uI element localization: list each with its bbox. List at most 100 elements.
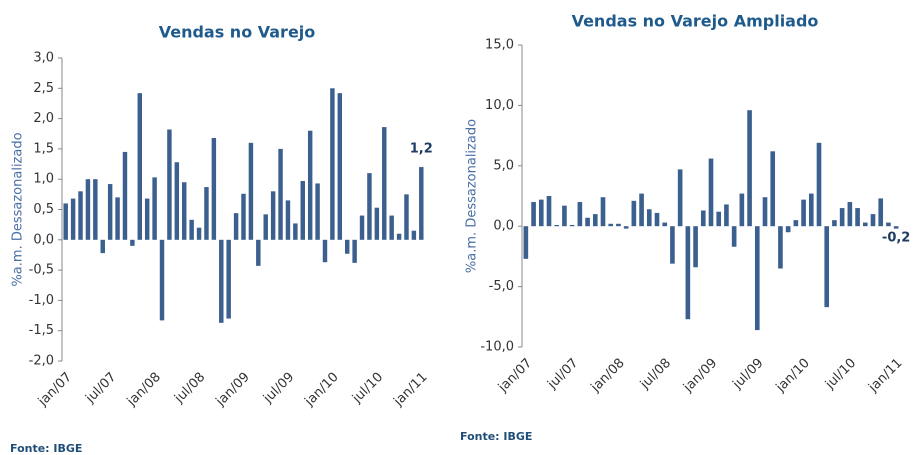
x-tick-label: jul/09 (260, 370, 297, 407)
x-tick-label: jul/07 (544, 356, 581, 393)
source: Fonte: IBGE (10, 442, 82, 455)
bar (724, 204, 729, 227)
bar (419, 167, 424, 240)
bar (531, 202, 536, 227)
y-tick-label: 1,5 (33, 141, 54, 156)
bar (600, 197, 606, 227)
x-tick-label: jul/10 (822, 356, 859, 393)
bar (137, 93, 143, 240)
bar (352, 239, 357, 263)
x-tick-label: jan/09 (680, 356, 720, 396)
bar (585, 217, 590, 227)
bar (159, 239, 165, 321)
bar (793, 220, 799, 227)
bar (816, 142, 822, 227)
x-tick-label: jan/11 (390, 370, 430, 410)
bar (330, 88, 335, 240)
bar (344, 239, 350, 254)
bar (670, 226, 675, 264)
bar (739, 193, 745, 227)
bar (546, 196, 552, 227)
y-tick-label: -10,0 (480, 340, 514, 355)
bar (569, 224, 575, 227)
bar (616, 223, 621, 227)
bar (754, 226, 760, 331)
bar (770, 151, 776, 227)
bar (93, 179, 98, 240)
bar (801, 199, 806, 227)
y-tick-label: -1,0 (29, 293, 54, 308)
x-tick-label: jul/09 (730, 356, 767, 393)
bar (337, 93, 343, 240)
y-tick-label: 0,5 (33, 202, 54, 217)
bar (182, 182, 187, 240)
bar (839, 208, 845, 227)
bar (862, 222, 868, 227)
bar (731, 226, 737, 247)
bar (886, 222, 891, 227)
y-tick-label: 1,0 (33, 172, 54, 187)
x-tick-label: jan/11 (865, 356, 905, 396)
chart-title: Vendas no Varejo Ampliado (572, 12, 819, 31)
bar (708, 158, 714, 227)
bar (716, 211, 722, 227)
bar (389, 215, 394, 240)
bar (654, 212, 660, 227)
bar (359, 215, 365, 240)
bar (396, 233, 402, 240)
bar (233, 213, 239, 240)
data-label: 1,2 (410, 142, 433, 157)
bar (824, 226, 830, 308)
bar (562, 205, 567, 227)
bar (315, 183, 320, 240)
bar (623, 226, 629, 229)
bar (785, 226, 791, 233)
bar (85, 179, 91, 240)
bar (662, 222, 668, 227)
bar (608, 223, 614, 227)
bar (219, 239, 224, 323)
y-axis-label: %a.m. Dessazonalizado (465, 119, 480, 273)
bar (411, 230, 417, 240)
y-tick-label: 3,0 (33, 51, 54, 66)
y-tick-label: -2,0 (29, 354, 54, 369)
bar (293, 223, 298, 240)
source: Fonte: IBGE (460, 430, 532, 443)
bar (554, 224, 560, 227)
bar (122, 151, 128, 240)
x-tick-label: jan/07 (495, 356, 535, 396)
chart-title: Vendas no Varejo (159, 23, 316, 42)
x-tick-label: jul/07 (82, 370, 119, 407)
bar (226, 239, 231, 319)
y-tick-label: 10,0 (485, 98, 514, 113)
bar (382, 127, 387, 240)
bar (747, 110, 752, 227)
y-tick-label: -0,5 (29, 263, 54, 278)
bar (893, 226, 899, 229)
bar (762, 197, 768, 227)
bar (523, 226, 529, 259)
bar (270, 191, 276, 240)
bar (130, 239, 135, 246)
bar (778, 226, 783, 269)
y-tick-label: 0,0 (493, 219, 514, 234)
bar (196, 227, 202, 240)
bar (78, 191, 83, 240)
y-tick-label: -1,5 (29, 323, 54, 338)
bar (256, 239, 261, 266)
y-axis-label: %a.m. Dessazonalizado (11, 132, 26, 286)
x-tick-label: jul/10 (349, 370, 386, 407)
bar (70, 198, 76, 240)
bar (278, 148, 283, 240)
bar (677, 169, 683, 227)
x-tick-label: jan/09 (213, 370, 253, 410)
bar (248, 142, 254, 240)
bar (100, 239, 105, 254)
bar (63, 203, 68, 240)
bar (107, 184, 113, 240)
bar (847, 202, 853, 227)
bar (646, 209, 652, 227)
x-tick-label: jan/10 (302, 370, 342, 410)
x-tick-label: jan/08 (588, 356, 628, 396)
